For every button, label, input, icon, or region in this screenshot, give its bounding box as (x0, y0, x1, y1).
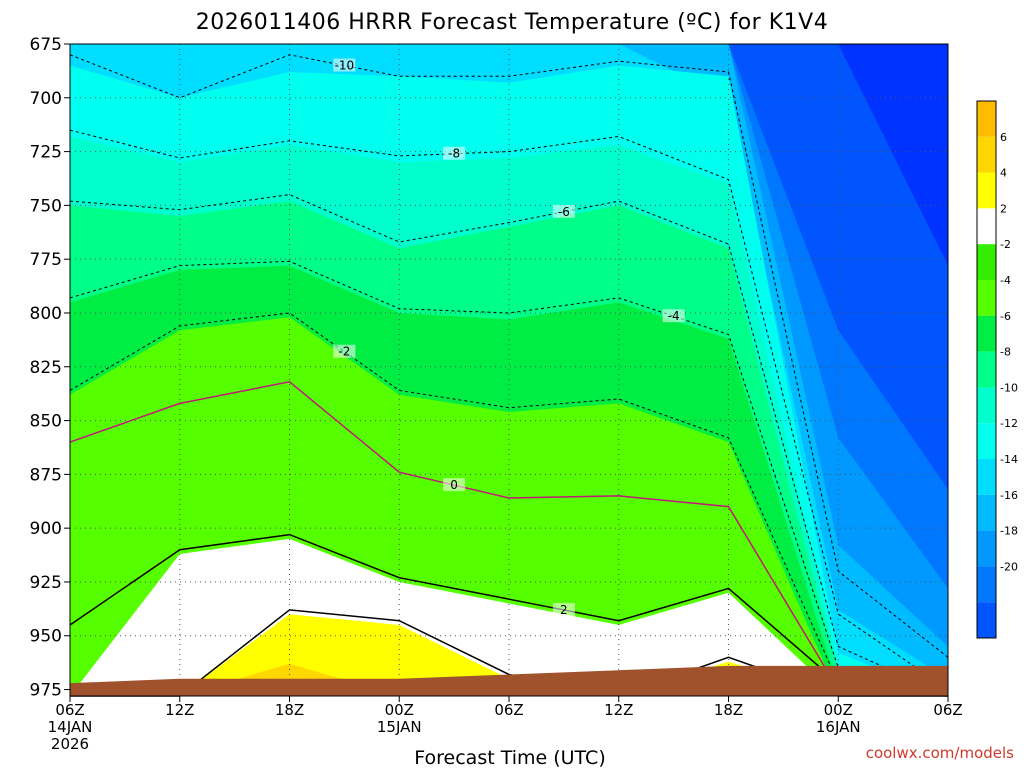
colorbar-swatch (977, 387, 996, 424)
colorbar-swatch (977, 351, 996, 388)
y-tick-label: 925 (30, 573, 62, 593)
contour-label-bg (333, 344, 356, 358)
contour-label-bg (333, 58, 356, 72)
y-tick-label: 875 (30, 465, 62, 485)
colorbar-swatch (977, 208, 996, 245)
colorbar-swatch (977, 280, 996, 316)
colorbar-swatch (977, 566, 996, 603)
colorbar-swatch (977, 423, 996, 459)
y-tick-label: 775 (30, 250, 62, 270)
contour-label-bg (552, 204, 575, 218)
x-tick-label: 06Z (494, 701, 523, 719)
colorbar-swatch (977, 315, 996, 352)
colorbar-swatch (977, 136, 996, 173)
colorbar-label: -8 (1000, 346, 1011, 359)
x-axis-label: Forecast Time (UTC) (414, 747, 605, 768)
contour-line (69, 194, 949, 697)
colorbar-label: -12 (1000, 417, 1018, 430)
contour-label: -8 (448, 147, 460, 161)
contour-line (69, 129, 949, 690)
y-tick-label: 675 (30, 35, 62, 55)
colorbar-frame (976, 100, 997, 639)
colorbar-label: -18 (1000, 525, 1018, 538)
contour-label-bg (662, 309, 685, 323)
contour-label: -4 (668, 309, 680, 323)
y-tick-label: 950 (30, 627, 62, 647)
contour-line (69, 380, 949, 697)
contour-label-bg (443, 478, 466, 492)
colorbar-label: -10 (1000, 381, 1018, 394)
contour-line (69, 533, 949, 697)
x-tick-label: 06Z (933, 701, 962, 719)
y-tick-label: 700 (30, 89, 62, 109)
colorbar-swatch (977, 459, 996, 495)
contour-label: -2 (338, 345, 350, 359)
colorbar-swatch (977, 530, 996, 567)
colorbar-label: -14 (1000, 453, 1018, 466)
credit-link[interactable]: coolwx.com/models (866, 744, 1014, 762)
x-tick-label: 14JAN (48, 718, 93, 736)
x-tick-label: 16JAN (816, 718, 861, 736)
colorbar: 6 4 2 -2 -4 -6 -8 -10 -12 -14 -16 -18 -20 (976, 100, 1018, 639)
contour-label: 2 (560, 603, 568, 617)
contour-label: -6 (558, 205, 570, 219)
x-tick-label: 12Z (604, 701, 633, 719)
contour-label-bg (443, 146, 466, 160)
colorbar-label: -2 (1000, 238, 1011, 251)
y-tick-label: 725 (30, 143, 62, 163)
y-tick-label: 900 (30, 519, 62, 539)
x-tick-label: 00Z (385, 701, 414, 719)
y-axis: 675 700 725 750 775 800 825 850 875 900 925 950 975 (30, 35, 70, 701)
x-tick-label: 15JAN (377, 718, 422, 736)
contour-label: 0 (450, 478, 458, 492)
contour-line (69, 312, 949, 697)
colorbar-label: -4 (1000, 274, 1011, 287)
contour-line (69, 54, 949, 658)
colorbar-swatch (977, 494, 996, 531)
colorbar-label: -6 (1000, 310, 1011, 323)
temperature-fill-bands (70, 44, 948, 696)
y-tick-label: 825 (30, 358, 62, 378)
x-tick-label: 2026 (51, 735, 89, 753)
colorbar-swatch (977, 602, 996, 638)
terrain-layer (70, 665, 948, 696)
contour-line (69, 260, 949, 697)
y-tick-label: 750 (30, 196, 62, 216)
colorbar-label: -16 (1000, 489, 1018, 502)
x-tick-label: 00Z (824, 701, 853, 719)
contour-label: -10 (335, 59, 355, 73)
contour-label-bg (552, 602, 575, 616)
x-tick-label: 06Z (55, 701, 84, 719)
colorbar-label: 2 (1000, 202, 1007, 215)
colorbar-swatch (977, 244, 996, 280)
y-tick-label: 850 (30, 412, 62, 432)
colorbar-label: -20 (1000, 560, 1018, 573)
colorbar-swatch (977, 172, 996, 209)
colorbar-label: 6 (1000, 131, 1007, 144)
chart-title: 2026011406 HRRR Forecast Temperature (ºC… (196, 10, 828, 35)
plot-area: -10-8-6-4-2024 (69, 43, 949, 697)
y-tick-label: 800 (30, 304, 62, 324)
colorbar-swatch (977, 101, 996, 137)
terrain-fill (70, 665, 948, 696)
y-tick-label: 975 (30, 681, 62, 701)
x-tick-label: 18Z (275, 701, 304, 719)
x-tick-label: 12Z (165, 701, 194, 719)
colorbar-label: 4 (1000, 167, 1007, 180)
x-tick-label: 18Z (714, 701, 743, 719)
